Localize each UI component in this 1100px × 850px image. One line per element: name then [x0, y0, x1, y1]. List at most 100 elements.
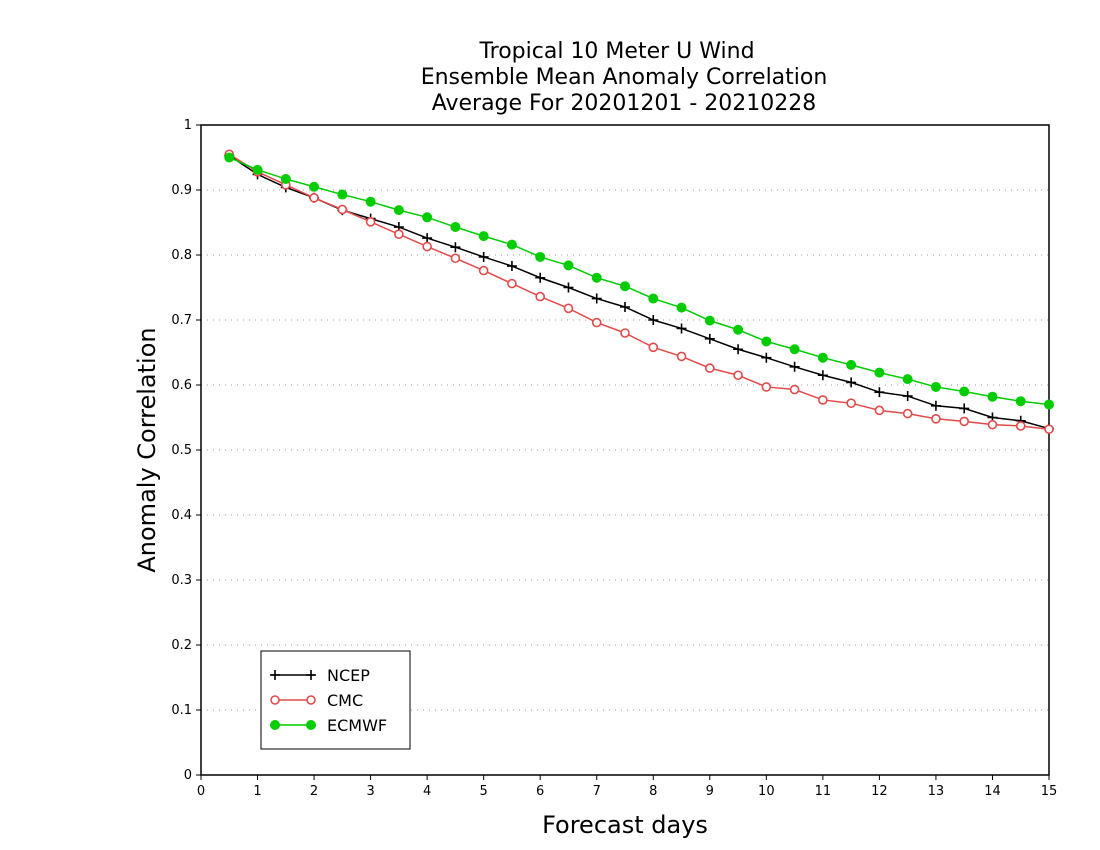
point-ncep — [959, 403, 970, 414]
point-ecmwf — [733, 324, 744, 335]
y-tick-label: 0 — [184, 768, 192, 783]
point-ncep — [620, 302, 630, 312]
point-ecmwf — [874, 367, 885, 378]
point-ecmwf — [280, 173, 291, 184]
legend-marker-cmc — [306, 695, 316, 705]
point-ecmwf — [902, 374, 913, 385]
point-ecmwf — [846, 359, 857, 370]
legend-item-ncep: NCEP — [270, 666, 370, 685]
point-ecmwf — [930, 381, 941, 392]
title-line-3: Average For 20201201 - 20210228 — [432, 91, 817, 116]
point-ecmwf — [393, 205, 404, 216]
point-cmc — [422, 241, 432, 252]
point-ecmwf — [620, 281, 630, 292]
point-cmc — [365, 217, 376, 227]
series-layer — [224, 149, 1054, 435]
point-ncep — [535, 272, 546, 283]
y-axis-label: Anomaly Correlation — [133, 327, 161, 572]
x-tick-label: 12 — [871, 784, 888, 799]
point-ecmwf — [450, 222, 461, 233]
series-ecmwf — [224, 152, 1054, 410]
series-line-ncep — [228, 154, 1050, 430]
legend-label-ecmwf: ECMWF — [327, 716, 387, 735]
series-line-ecmwf — [228, 156, 1050, 406]
x-tick-label: 7 — [593, 784, 601, 799]
legend-marker-ncep — [270, 670, 280, 680]
point-cmc — [394, 229, 404, 239]
y-tick-label: 0.1 — [171, 703, 192, 718]
point-cmc — [1044, 424, 1054, 435]
point-ecmwf — [224, 152, 235, 163]
legend-label-cmc: CMC — [327, 691, 363, 710]
x-tick-label: 4 — [423, 784, 431, 799]
x-tick-label: 8 — [649, 784, 657, 799]
y-axis: 0 0.1 0.2 0.3 0.4 0.5 0.6 0.7 0.8 0.9 1 — [171, 118, 201, 783]
point-ncep — [422, 233, 433, 244]
point-cmc — [563, 303, 574, 314]
point-cmc — [818, 395, 828, 405]
x-tick-label: 5 — [480, 784, 488, 799]
point-cmc — [733, 370, 743, 381]
grid — [201, 189, 1049, 711]
x-axis: 0 1 2 3 4 5 6 7 8 9 10 11 12 13 14 15 — [197, 775, 1057, 799]
x-tick-label: 0 — [197, 784, 205, 799]
point-ecmwf — [591, 272, 602, 283]
y-tick-label: 1 — [184, 118, 192, 133]
point-cmc — [987, 419, 998, 430]
point-ncep — [591, 293, 602, 304]
point-ecmwf — [1044, 399, 1054, 410]
x-tick-label: 3 — [366, 784, 374, 799]
point-ecmwf — [817, 352, 828, 363]
point-cmc — [931, 413, 941, 424]
point-ncep — [676, 323, 687, 334]
point-ecmwf — [761, 336, 772, 347]
x-axis-label: Forecast days — [542, 811, 708, 839]
point-ecmwf — [422, 212, 433, 223]
point-cmc — [507, 278, 517, 289]
legend-label-ncep: NCEP — [327, 666, 370, 685]
point-cmc — [704, 363, 715, 373]
point-ncep — [761, 352, 772, 363]
x-tick-label: 11 — [815, 784, 832, 799]
point-cmc — [959, 416, 970, 427]
legend-marker-ecmwf — [270, 720, 280, 730]
point-cmc — [309, 193, 319, 203]
point-cmc — [761, 382, 772, 392]
x-tick-label: 13 — [928, 784, 945, 799]
legend: NCEP CMC ECMWF — [260, 650, 411, 750]
y-tick-label: 0.5 — [171, 443, 192, 458]
point-cmc — [676, 351, 687, 362]
point-ecmwf — [478, 231, 489, 242]
point-cmc — [478, 265, 489, 276]
point-ecmwf — [365, 196, 376, 207]
point-cmc — [789, 384, 800, 395]
point-ecmwf — [563, 260, 574, 271]
point-ncep — [817, 370, 828, 381]
title-line-1: Tropical 10 Meter U Wind — [478, 39, 754, 64]
y-tick-label: 0.6 — [171, 378, 192, 393]
y-tick-label: 0.2 — [171, 638, 192, 653]
legend-item-cmc: CMC — [270, 691, 363, 710]
x-tick-label: 2 — [310, 784, 318, 799]
point-ncep — [902, 391, 913, 402]
point-ncep — [789, 361, 800, 372]
legend-marker-cmc — [270, 695, 280, 705]
point-ncep — [874, 387, 885, 398]
x-tick-label: 6 — [536, 784, 544, 799]
point-ecmwf — [676, 302, 687, 313]
x-tick-label: 15 — [1041, 784, 1058, 799]
point-ecmwf — [789, 344, 800, 355]
y-tick-label: 0.4 — [171, 508, 192, 523]
x-tick-label: 1 — [253, 784, 261, 799]
point-cmc — [535, 291, 546, 302]
point-ecmwf — [337, 189, 348, 200]
title-line-2: Ensemble Mean Anomaly Correlation — [421, 65, 828, 90]
point-ecmwf — [309, 181, 320, 192]
point-cmc — [620, 328, 630, 338]
point-cmc — [591, 317, 602, 328]
point-ecmwf — [959, 386, 970, 397]
y-tick-label: 0.3 — [171, 573, 192, 588]
point-ncep — [704, 333, 715, 344]
series-cmc — [224, 149, 1054, 435]
